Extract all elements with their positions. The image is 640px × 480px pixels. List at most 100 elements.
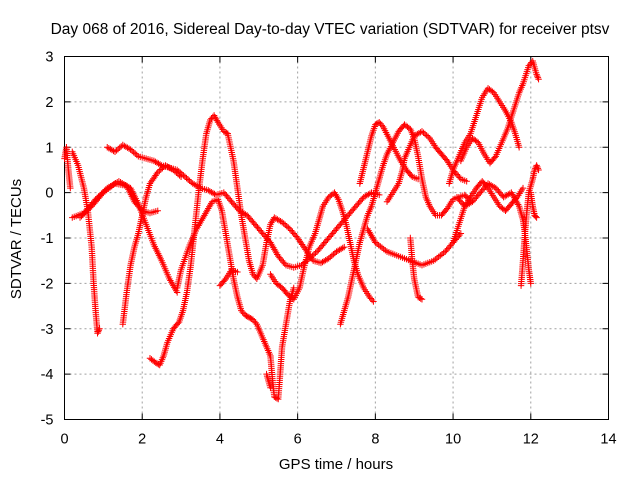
data-point (87, 204, 94, 211)
data-point (299, 242, 307, 250)
data-point (519, 184, 527, 192)
data-point (297, 239, 305, 247)
data-point (151, 173, 158, 181)
data-point (127, 146, 134, 153)
data-point (534, 163, 541, 171)
data-point (234, 268, 241, 276)
x-tick-label: 10 (445, 432, 461, 448)
y-tick-label: -5 (41, 413, 54, 429)
x-tick-label: 8 (371, 432, 379, 448)
data-point (421, 130, 429, 138)
data-point (183, 174, 190, 182)
data-point (515, 144, 523, 151)
data-point (252, 319, 259, 326)
data-point (171, 168, 179, 175)
series-track-6 (119, 162, 185, 328)
data-point (154, 207, 161, 214)
data-point (378, 122, 386, 129)
data-point (491, 154, 498, 161)
y-axis-label: SDTVAR / TECUs (8, 179, 25, 299)
data-point (81, 210, 88, 217)
data-point (301, 244, 308, 251)
data-point (173, 169, 180, 176)
data-point (417, 295, 424, 302)
data-point (114, 145, 122, 153)
data-point (116, 144, 123, 151)
data-point (184, 176, 192, 183)
data-point (176, 172, 183, 179)
data-point (174, 320, 182, 327)
data-point (85, 205, 92, 213)
data-point (149, 177, 156, 184)
data-points (61, 57, 542, 403)
data-point (534, 165, 542, 172)
data-point (283, 223, 290, 230)
data-point (82, 208, 90, 216)
data-point (535, 166, 542, 174)
data-point (278, 218, 286, 226)
series-track-20 (457, 57, 542, 167)
data-point (96, 325, 103, 332)
data-point (341, 243, 348, 251)
data-point (534, 74, 542, 81)
data-point (420, 129, 427, 136)
data-point (159, 164, 166, 172)
data-point (457, 230, 465, 237)
data-point (147, 178, 155, 186)
series-track-2 (69, 148, 103, 337)
chart-title: Day 068 of 2016, Sidereal Day-to-day VTE… (51, 21, 610, 38)
data-point (298, 241, 306, 248)
series-track-16 (364, 225, 465, 269)
data-point (425, 133, 432, 141)
y-tick-label: 0 (45, 186, 53, 202)
data-point (532, 213, 539, 220)
data-point (463, 178, 470, 185)
data-point (153, 170, 160, 178)
data-point (154, 169, 161, 176)
series-track-24 (527, 189, 540, 221)
x-tick-label: 14 (600, 432, 616, 448)
data-point (418, 128, 426, 135)
data-point (296, 238, 304, 245)
data-point (535, 75, 542, 83)
data-point (113, 147, 120, 154)
data-point (370, 298, 377, 305)
data-point (84, 207, 91, 214)
data-point (414, 175, 422, 183)
data-point (280, 220, 287, 227)
data-point (327, 253, 334, 261)
y-tick-label: 2 (45, 95, 53, 111)
data-point (273, 395, 281, 402)
series-track-1 (61, 144, 74, 192)
data-point (368, 296, 376, 304)
data-point (339, 244, 346, 252)
data-point (174, 170, 182, 178)
data-point (527, 280, 534, 287)
data-point (418, 296, 426, 303)
data-point (130, 149, 137, 156)
series-track-4 (76, 180, 161, 221)
data-point (330, 251, 337, 258)
data-point (533, 71, 540, 78)
series-track-13 (267, 189, 377, 305)
series-track-14 (337, 121, 474, 328)
series-track-23 (517, 162, 542, 289)
y-tick-label: -1 (41, 231, 54, 247)
data-point (294, 234, 301, 242)
data-point (456, 231, 463, 239)
x-tick-label: 6 (294, 432, 302, 448)
data-point (456, 174, 463, 181)
series-track-19 (445, 85, 523, 187)
data-point (98, 190, 106, 198)
data-point (133, 151, 140, 159)
x-tick-label: 4 (216, 432, 224, 448)
data-point (94, 328, 102, 335)
series-track-17 (383, 128, 470, 205)
data-point (95, 327, 103, 334)
x-tick-label: 0 (60, 432, 68, 448)
data-point (328, 252, 336, 259)
data-point (267, 384, 274, 391)
